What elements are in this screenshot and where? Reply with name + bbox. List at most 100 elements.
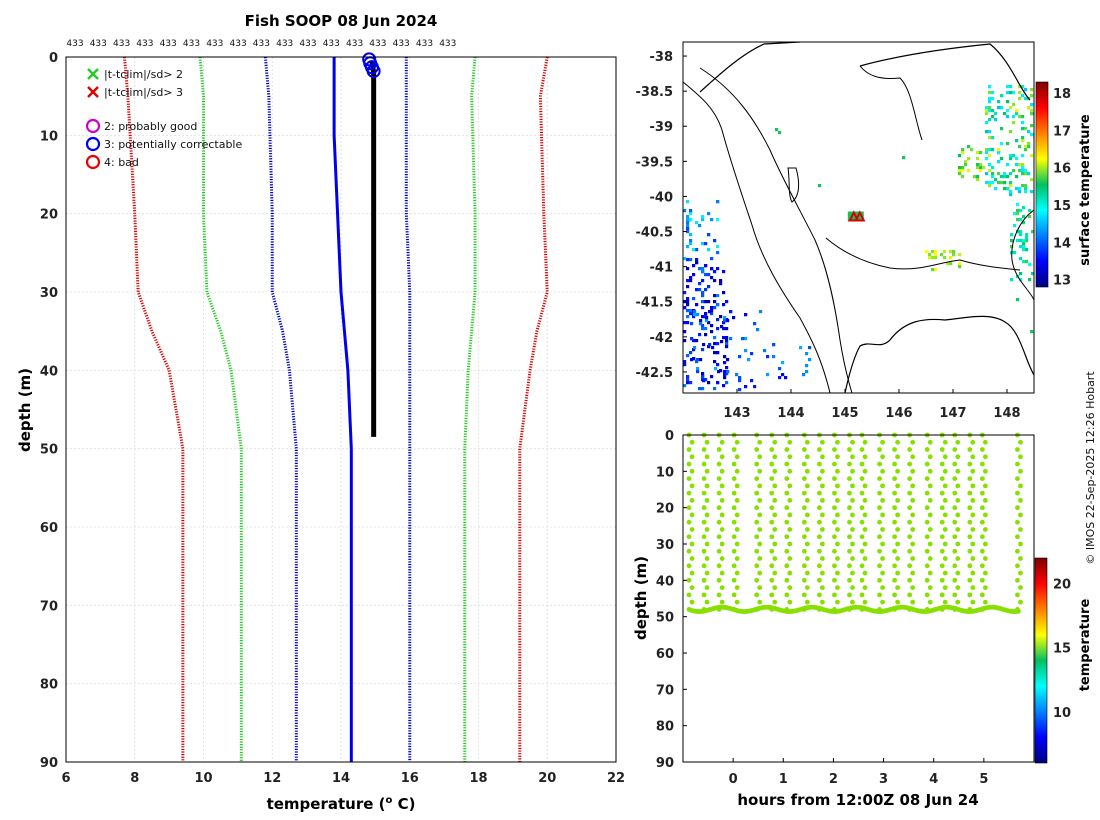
ts-cast-point	[689, 498, 695, 503]
ts-cast-point	[927, 512, 933, 518]
ts-cast-point	[910, 541, 916, 547]
ts-colorbar-tick-label: 20	[1053, 578, 1071, 593]
sst-pixel	[716, 327, 720, 331]
ts-cast-point	[924, 476, 930, 481]
sst-pixel	[1009, 91, 1013, 95]
sst-pixel	[741, 337, 745, 341]
ts-cast-point	[850, 439, 855, 445]
sst-pixel	[1022, 242, 1026, 246]
ts-cast-point	[970, 541, 976, 547]
ts-cast-point	[939, 461, 945, 467]
ts-cast-point	[686, 490, 692, 496]
ts-cast-point	[880, 527, 885, 532]
sst-pixel	[1000, 181, 1004, 185]
sst-pixel	[976, 163, 980, 167]
ts-cast-point	[716, 548, 722, 554]
ts-cast-point	[734, 512, 740, 518]
sst-pixel	[692, 248, 696, 252]
ts-cast-point	[942, 585, 948, 590]
profile-top-count: 433	[183, 39, 200, 49]
sst-pixel	[1003, 175, 1007, 179]
sst-pixel	[925, 250, 929, 254]
ts-cast-point	[862, 512, 868, 518]
ts-cast-point	[907, 476, 913, 481]
sst-pixel	[979, 166, 983, 170]
ts-cast-point	[910, 498, 916, 503]
ts-cast-point	[816, 461, 822, 467]
ts-cast-point	[769, 592, 775, 598]
ts-cast-point	[907, 548, 913, 554]
sst-pixel	[704, 333, 708, 337]
sst-pixel	[689, 309, 693, 313]
sst-pixel	[1022, 206, 1026, 210]
ts-cast-point	[716, 534, 722, 540]
sst-pixel	[985, 112, 989, 116]
timeseries-axes-box	[682, 434, 1035, 763]
ts-cast-point	[734, 483, 740, 489]
sst-pixel	[1009, 190, 1013, 194]
ts-cast-point	[754, 577, 760, 583]
map-xtick-label: 146	[885, 406, 912, 421]
ts-cast-point	[967, 577, 973, 583]
sst-pixel	[686, 354, 690, 358]
ts-ytick-label: 10	[656, 465, 674, 480]
sst-pixel	[976, 157, 980, 161]
ts-cast-point	[1018, 468, 1023, 474]
sst-pixel	[1000, 175, 1004, 179]
sst-pixel	[1030, 103, 1034, 107]
ts-cast-point	[832, 505, 837, 511]
sst-pixel	[988, 85, 992, 89]
sst-pixel	[958, 154, 962, 158]
ts-cast-point	[859, 461, 865, 467]
profile-top-count: 433	[439, 39, 456, 49]
ts-cast-point	[701, 534, 707, 540]
ts-cast-point	[832, 447, 837, 452]
sst-pixel	[713, 351, 717, 355]
sst-pixel	[686, 303, 690, 307]
map-panel: 143 144 145 146 147 148 -38 -38.5 -39 -39.5 -40 -40…	[636, 41, 1093, 421]
ts-cast-point	[955, 468, 961, 474]
ts-cast-point	[757, 585, 763, 590]
ts-cast-point	[769, 577, 775, 583]
ts-cast-point	[816, 490, 822, 496]
sst-pixel	[1021, 163, 1025, 167]
ts-cast-point	[910, 599, 916, 605]
sst-pixel	[686, 224, 690, 228]
ts-cast-point	[816, 534, 822, 540]
sst-pixel	[689, 218, 693, 222]
timeseries-colorbar	[1034, 557, 1048, 764]
ts-cast-point	[731, 490, 737, 496]
ts-cast-point	[819, 556, 825, 561]
ts-cast-point	[784, 447, 790, 452]
ts-ytick-label: 90	[656, 756, 674, 771]
sst-pixel	[1028, 209, 1032, 213]
ts-cast-point	[772, 570, 778, 576]
sst-pixel	[725, 336, 729, 340]
sst-pixel	[931, 256, 935, 260]
map-xtick-label: 144	[777, 406, 804, 421]
sst-pixel	[1006, 163, 1010, 167]
sst-pixel	[689, 351, 693, 355]
ts-cast-point	[1015, 548, 1020, 554]
ts-cast-point	[704, 585, 710, 590]
sst-pixel	[772, 343, 776, 347]
sst-pixel	[722, 321, 726, 325]
sst-pixel	[997, 151, 1001, 155]
sst-pixel	[701, 242, 705, 246]
sst-pixel	[701, 267, 705, 271]
sst-pixel	[725, 327, 729, 331]
sst-pixel	[723, 361, 727, 365]
ts-cast-point	[731, 548, 737, 554]
sst-pixel	[683, 363, 687, 367]
ts-cast-point	[835, 541, 840, 547]
profile-xlabel: temperature (o C)	[267, 795, 416, 813]
sst-pixel	[711, 346, 715, 350]
sst-pixel	[928, 256, 932, 260]
ts-cast-point	[924, 490, 930, 496]
sst-pixel	[1016, 218, 1020, 222]
sst-pixel	[985, 181, 989, 185]
ts-cast-point	[701, 447, 707, 452]
sst-pixel	[689, 258, 693, 262]
profile-series-profile	[369, 60, 377, 437]
sst-pixel	[725, 345, 729, 349]
